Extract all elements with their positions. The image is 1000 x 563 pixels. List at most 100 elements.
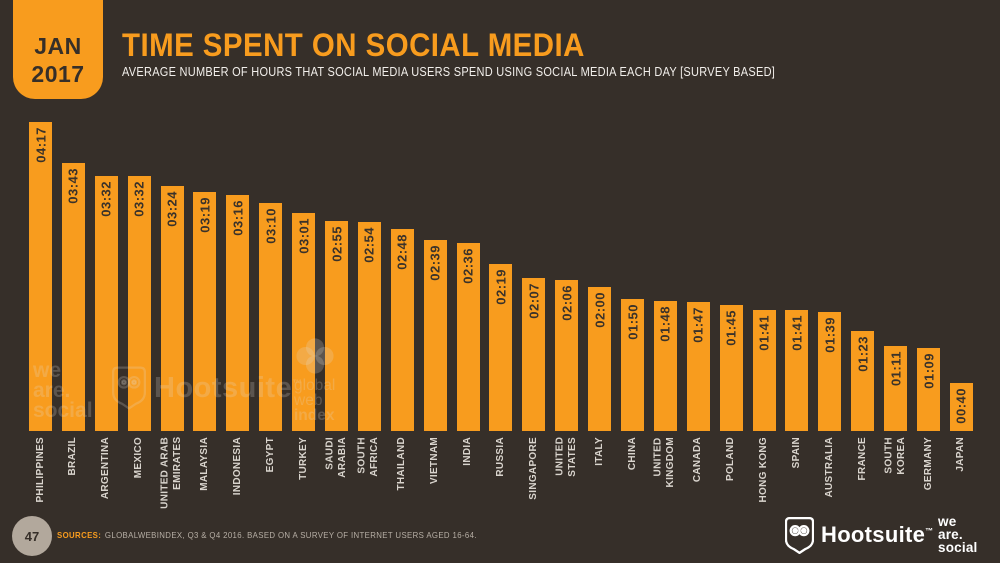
chart-column-russia: 02:19 RUSSIA [489,100,513,515]
bar-value-label: 03:32 [131,181,147,217]
x-axis-label-area: VIETNAM [424,431,447,515]
bar-hong-kong: 01:41 [752,309,776,431]
bar-vietnam: 02:39 [423,239,447,431]
x-axis-label: SOUTH KOREA [883,437,907,475]
x-axis-label: MALAYSIA [198,437,210,491]
x-axis-label: BRAZIL [67,437,79,476]
x-axis-label-area: JAPAN [950,431,973,515]
x-axis-label: EGYPT [264,437,276,473]
date-badge-year: 2017 [31,60,85,87]
bar-value-label: 01:39 [822,317,838,353]
bar-value-label: 03:43 [65,167,81,204]
sources-text: GLOBALWEBINDEX, Q3 & Q4 2016. BASED ON A… [104,530,477,540]
x-axis-label: ARGENTINA [100,437,112,500]
bar-chart: 04:17 PHILIPPINES 03:43 BRAZIL 03:32 ARGENTIN… [29,100,973,515]
x-axis-label-area: SAUDI ARABIA [324,431,348,515]
x-axis-label-area: ITALY [588,431,611,515]
chart-column-philippines: 04:17 PHILIPPINES [29,100,52,515]
chart-column-south-korea: 01:11 SOUTH KOREA [883,100,908,515]
chart-column-mexico: 03:32 MEXICO [127,100,151,515]
chart-column-australia: 01:39 AUSTRALIA [818,100,842,515]
date-badge: JAN 2017 [13,0,103,99]
bar-brazil: 03:43 [61,162,85,431]
x-axis-label-area: RUSSIA [489,431,512,515]
chart-column-singapore: 02:07 SINGAPORE [522,100,546,515]
bar-value-label: 02:54 [361,226,377,263]
x-axis-label-area: TURKEY [292,431,315,515]
bar-turkey: 03:01 [292,213,316,431]
bar-egypt: 03:10 [259,202,283,431]
bar-value-label: 03:10 [263,207,279,244]
x-axis-label-area: FRANCE [851,431,874,515]
x-axis-label: FRANCE [856,437,868,481]
bar-value-label: 03:32 [98,181,114,217]
bar-value-label: 02:06 [559,284,575,321]
sources-note: SOURCES: GLOBALWEBINDEX, Q3 & Q4 2016. BA… [57,530,477,540]
x-axis-label-area: PHILIPPINES [29,431,52,515]
x-axis-label-area: POLAND [720,431,743,515]
bar-argentina: 03:32 [94,176,118,431]
x-axis-label: CHINA [626,437,638,471]
x-axis-label-area: CANADA [687,431,710,515]
x-axis-label: MEXICO [132,437,144,479]
x-axis-label-area: GERMANY [917,431,940,515]
bar-value-label: 01:23 [855,336,871,372]
bar-russia: 02:19 [489,263,513,431]
chart-column-vietnam: 02:39 VIETNAM [423,100,447,515]
x-axis-label-area: UNITED KINGDOM [652,431,677,515]
bar-value-label: 02:19 [493,268,509,305]
x-axis-label-area: SPAIN [785,431,808,515]
bar-value-label: 01:11 [888,350,904,386]
bar-south-africa: 02:54 [357,221,381,431]
x-axis-label-area: ARGENTINA [95,431,118,515]
date-badge-month: JAN [34,33,82,59]
bar-mexico: 03:32 [127,176,151,431]
we-are-social-logo: we are. social [938,514,978,555]
bar-value-label: 01:41 [756,314,772,351]
page-number: 47 [24,528,40,544]
page-subtitle: AVERAGE NUMBER OF HOURS THAT SOCIAL MEDI… [122,65,776,79]
bar-spain: 01:41 [785,309,809,431]
bar-value-label: 03:19 [197,196,213,233]
bar-philippines: 04:17 [29,122,52,431]
bar-value-label: 02:07 [526,283,542,320]
bar-singapore: 02:07 [522,278,546,431]
chart-column-brazil: 03:43 BRAZIL [61,100,85,515]
chart-column-spain: 01:41 SPAIN [785,100,809,515]
bar-china: 01:50 [621,298,645,431]
x-axis-label-area: THAILAND [391,431,414,515]
x-axis-label-area: UNITED ARAB EMIRATES [160,431,184,515]
x-axis-label: JAPAN [955,437,967,472]
x-axis-label-area: HONG KONG [753,431,776,515]
bar-united-kingdom: 01:48 [653,301,677,431]
bar-value-label: 03:16 [230,200,246,237]
bar-value-label: 01:41 [789,314,805,351]
bar-canada: 01:47 [686,302,710,431]
x-axis-label: SOUTH AFRICA [356,437,381,477]
chart-column-malaysia: 03:19 MALAYSIA [193,100,217,515]
bar-united-states: 02:06 [555,279,579,431]
x-axis-label: INDIA [461,437,473,466]
x-axis-label-area: AUSTRALIA [818,431,841,515]
x-axis-label: THAILAND [396,437,408,491]
hootsuite-logo-label: Hootsuite™ [821,522,934,547]
bar-india: 02:36 [456,243,480,431]
bar-value-label: 02:39 [427,244,443,281]
page-title: TIME SPENT ON SOCIAL MEDIA [122,27,585,63]
bar-value-label: 01:47 [690,307,706,344]
chart-column-egypt: 03:10 EGYPT [259,100,283,515]
bar-value-label: 03:01 [296,218,312,255]
bar-saudi-arabia: 02:55 [325,220,349,431]
bar-australia: 01:39 [818,312,842,431]
page-number-badge: 47 [12,516,52,556]
bar-france: 01:23 [851,331,875,431]
bar-value-label: 03:24 [164,190,180,227]
x-axis-label: AUSTRALIA [823,437,835,498]
bar-value-label: 01:50 [625,303,641,340]
x-axis-label: UNITED KINGDOM [652,437,677,488]
x-axis-label: VIETNAM [428,437,440,485]
bar-value-label: 02:48 [394,234,410,270]
bar-value-label: 02:00 [592,291,608,328]
x-axis-label: TURKEY [297,437,309,480]
